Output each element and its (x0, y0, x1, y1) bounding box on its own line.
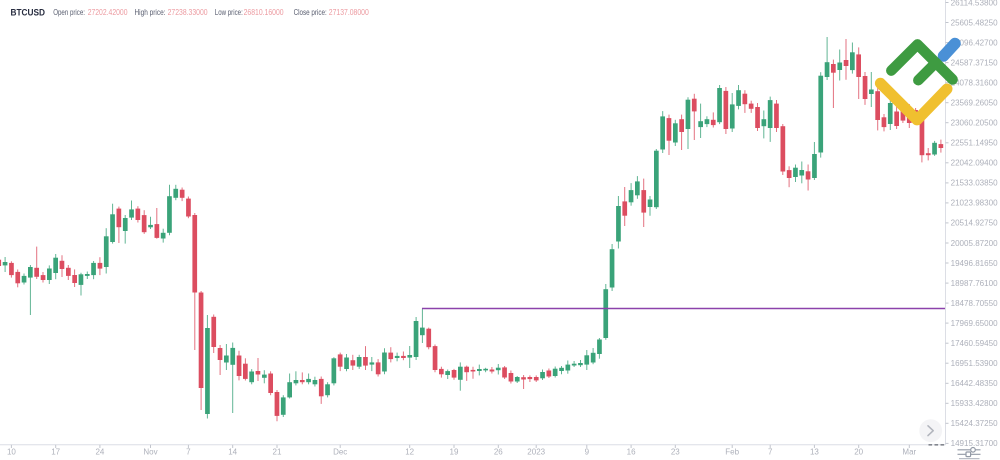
svg-text:Close price:: Close price: (294, 7, 327, 17)
svg-text:14915.31700: 14915.31700 (951, 439, 998, 448)
svg-text:24: 24 (95, 448, 104, 457)
svg-text:27137.08000: 27137.08000 (329, 7, 369, 17)
svg-text:23: 23 (671, 448, 680, 457)
svg-text:19: 19 (450, 448, 459, 457)
svg-text:24587.37150: 24587.37150 (951, 58, 998, 67)
svg-text:20: 20 (854, 448, 863, 457)
svg-text:21: 21 (273, 448, 282, 457)
svg-text:27238.33000: 27238.33000 (168, 7, 208, 17)
svg-text:Open price:: Open price: (53, 7, 85, 17)
svg-text:7: 7 (768, 448, 773, 457)
svg-text:16951.53900: 16951.53900 (951, 359, 998, 368)
svg-text:Low price:: Low price: (215, 7, 243, 17)
svg-text:20005.87200: 20005.87200 (951, 239, 998, 248)
svg-text:27202.42000: 27202.42000 (88, 7, 128, 17)
svg-text:16442.48350: 16442.48350 (951, 379, 998, 388)
svg-text:7: 7 (186, 448, 191, 457)
svg-text:21533.03850: 21533.03850 (951, 179, 998, 188)
svg-text:13: 13 (810, 448, 819, 457)
svg-text:22042.09400: 22042.09400 (951, 159, 998, 168)
svg-text:14: 14 (228, 448, 237, 457)
svg-text:26114.53800: 26114.53800 (951, 0, 998, 7)
svg-text:10: 10 (7, 448, 16, 457)
svg-text:16: 16 (627, 448, 636, 457)
svg-text:12: 12 (405, 448, 414, 457)
svg-text:20514.92750: 20514.92750 (951, 219, 998, 228)
svg-text:21023.98300: 21023.98300 (951, 199, 998, 208)
svg-text:Dec: Dec (333, 448, 347, 457)
svg-text:17: 17 (51, 448, 60, 457)
svg-text:17460.59450: 17460.59450 (951, 339, 998, 348)
svg-text:High price:: High price: (135, 7, 166, 17)
svg-text:18478.70550: 18478.70550 (951, 299, 998, 308)
svg-text:BTCUSD: BTCUSD (11, 7, 46, 18)
svg-text:25605.48250: 25605.48250 (951, 18, 998, 27)
svg-text:24078.31600: 24078.31600 (951, 79, 998, 88)
svg-text:9: 9 (585, 448, 590, 457)
svg-text:25096.42700: 25096.42700 (951, 38, 998, 47)
svg-text:15933.42800: 15933.42800 (951, 399, 998, 408)
svg-text:22551.14950: 22551.14950 (951, 139, 998, 148)
svg-text:23060.20500: 23060.20500 (951, 119, 998, 128)
svg-text:Nov: Nov (143, 448, 157, 457)
svg-text:26: 26 (494, 448, 503, 457)
svg-text:2023: 2023 (527, 448, 545, 457)
svg-text:Feb: Feb (725, 448, 739, 457)
svg-text:18987.76100: 18987.76100 (951, 279, 998, 288)
svg-text:23569.26050: 23569.26050 (951, 99, 998, 108)
svg-text:Mar: Mar (902, 448, 916, 457)
svg-text:15424.37250: 15424.37250 (951, 419, 998, 428)
svg-text:26810.16000: 26810.16000 (244, 7, 284, 17)
svg-text:17969.65000: 17969.65000 (951, 319, 998, 328)
svg-text:19496.81650: 19496.81650 (951, 259, 998, 268)
